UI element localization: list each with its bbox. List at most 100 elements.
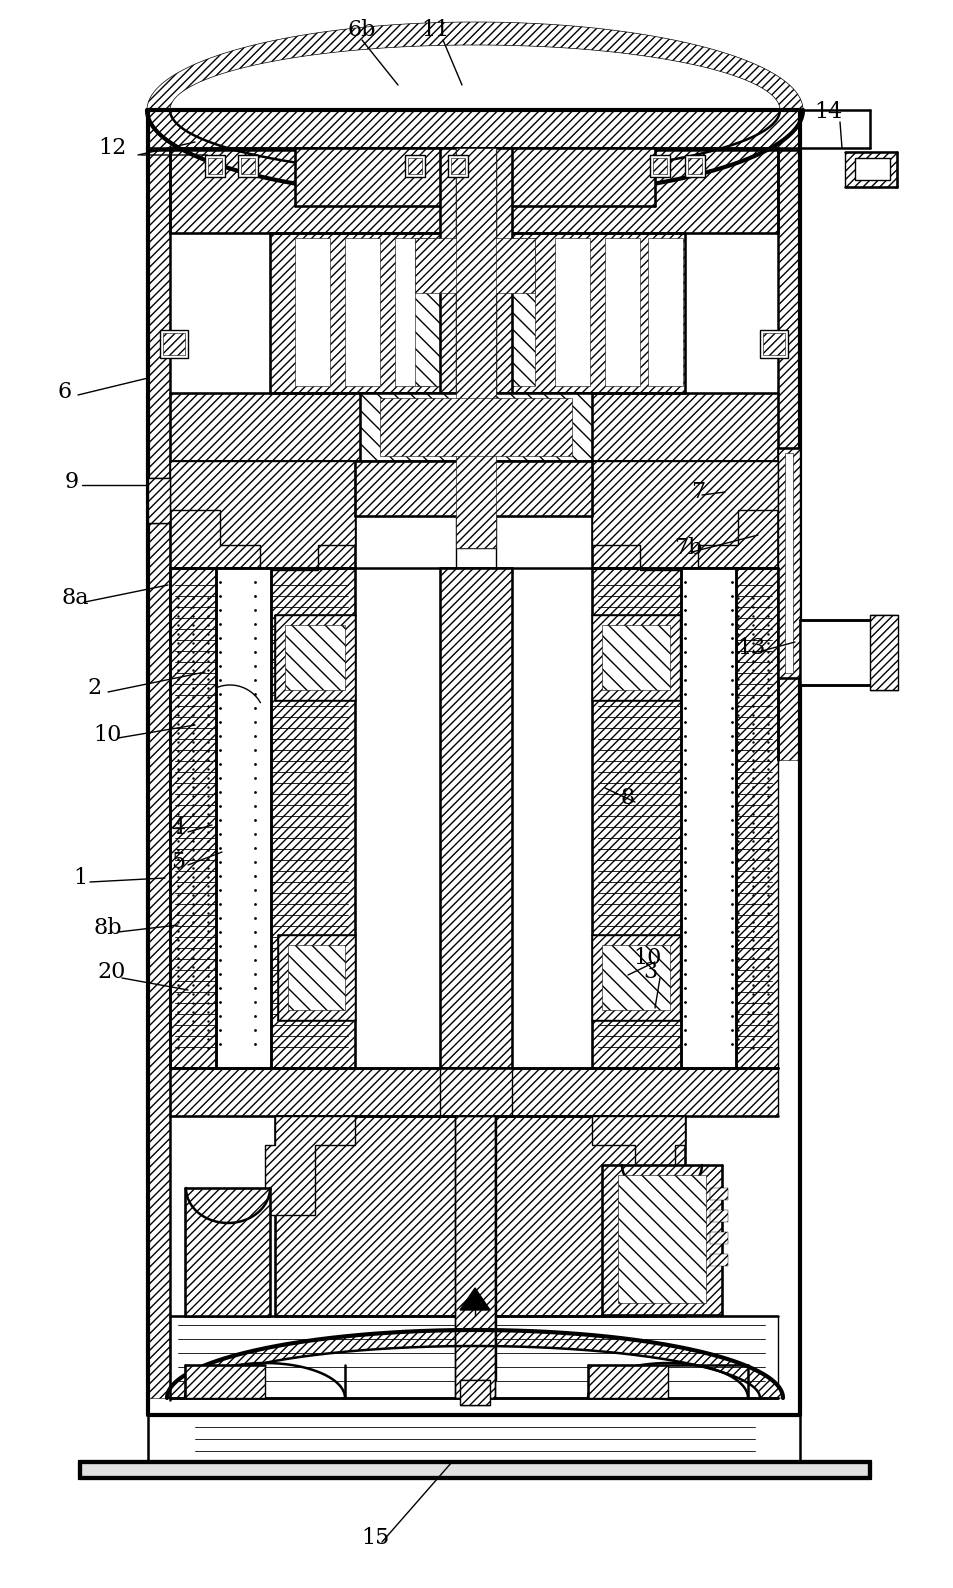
Bar — [784, 453, 792, 673]
Bar — [170, 1316, 778, 1397]
Bar — [854, 157, 889, 179]
Bar — [601, 626, 669, 691]
Bar — [869, 615, 897, 691]
Text: 9: 9 — [65, 472, 79, 492]
Bar — [148, 478, 170, 522]
Bar — [359, 392, 592, 461]
Bar — [448, 156, 468, 176]
Polygon shape — [459, 1288, 490, 1310]
Bar — [778, 148, 800, 761]
Polygon shape — [170, 461, 355, 570]
Bar — [778, 448, 800, 678]
Bar — [185, 1188, 270, 1316]
Bar — [415, 238, 535, 294]
Text: 7: 7 — [690, 481, 704, 503]
Bar — [274, 1116, 684, 1316]
Bar — [439, 148, 512, 448]
Text: 6: 6 — [58, 381, 72, 403]
Text: 20: 20 — [98, 961, 126, 983]
Bar — [455, 1116, 495, 1397]
Text: 8a: 8a — [61, 588, 89, 610]
Bar — [270, 233, 684, 392]
Text: 2: 2 — [88, 676, 102, 699]
Bar — [587, 1366, 667, 1397]
Bar — [800, 619, 894, 684]
Bar — [439, 569, 512, 1069]
Bar — [680, 569, 735, 1069]
Bar — [170, 392, 778, 461]
Text: 8: 8 — [620, 788, 635, 808]
Bar — [415, 238, 535, 386]
Bar — [170, 461, 355, 569]
Bar — [170, 148, 778, 233]
Bar — [277, 935, 355, 1019]
Text: 1: 1 — [72, 867, 87, 889]
Bar — [459, 1380, 490, 1405]
Bar — [395, 238, 430, 386]
Text: 6b: 6b — [348, 19, 375, 41]
Polygon shape — [147, 22, 802, 110]
Bar — [592, 461, 778, 569]
Bar — [185, 1366, 265, 1397]
Bar — [709, 1232, 727, 1243]
Bar — [652, 157, 666, 175]
Text: 7b: 7b — [673, 537, 701, 559]
Bar — [592, 569, 778, 1069]
Bar — [601, 1166, 721, 1315]
Text: 14: 14 — [813, 102, 841, 122]
Bar — [241, 157, 254, 175]
Text: 3: 3 — [642, 961, 657, 983]
Bar — [163, 333, 185, 356]
Bar — [647, 238, 682, 386]
Bar — [592, 615, 679, 700]
Bar — [844, 152, 896, 187]
Bar — [709, 1255, 727, 1266]
Bar — [405, 156, 424, 176]
Bar — [649, 156, 669, 176]
Bar — [148, 148, 170, 1397]
Text: 12: 12 — [98, 137, 126, 159]
Bar — [451, 157, 464, 175]
Bar — [555, 238, 589, 386]
Bar — [439, 1069, 512, 1116]
Bar — [345, 238, 379, 386]
Text: 10: 10 — [633, 946, 661, 969]
Bar — [379, 399, 572, 456]
Bar — [355, 461, 592, 516]
Bar — [408, 157, 421, 175]
Bar — [456, 148, 496, 548]
Polygon shape — [167, 1331, 782, 1397]
Bar — [80, 1463, 869, 1478]
Bar — [285, 626, 345, 691]
Bar — [762, 333, 784, 356]
Bar — [760, 330, 787, 357]
Bar — [274, 615, 355, 700]
Bar — [170, 569, 355, 1069]
Bar — [148, 110, 800, 149]
Text: 13: 13 — [737, 637, 765, 659]
Text: 15: 15 — [360, 1528, 389, 1548]
Bar — [205, 156, 225, 176]
Polygon shape — [592, 461, 778, 570]
Text: 8b: 8b — [93, 916, 122, 939]
Bar — [687, 157, 701, 175]
Text: 11: 11 — [420, 19, 449, 41]
Bar — [618, 1175, 705, 1304]
Text: 10: 10 — [93, 724, 122, 746]
Polygon shape — [265, 1116, 355, 1215]
Bar — [294, 148, 655, 206]
Bar — [208, 157, 222, 175]
Polygon shape — [592, 1116, 684, 1215]
Bar — [709, 1188, 727, 1201]
Bar — [592, 935, 679, 1019]
Bar — [237, 156, 257, 176]
Bar — [709, 1210, 727, 1223]
Bar — [215, 569, 271, 1069]
Bar — [288, 945, 345, 1010]
Bar — [160, 330, 188, 357]
Bar — [170, 1069, 778, 1116]
Bar — [684, 156, 704, 176]
Bar — [601, 945, 669, 1010]
Bar — [604, 238, 639, 386]
Text: 5: 5 — [171, 851, 185, 873]
